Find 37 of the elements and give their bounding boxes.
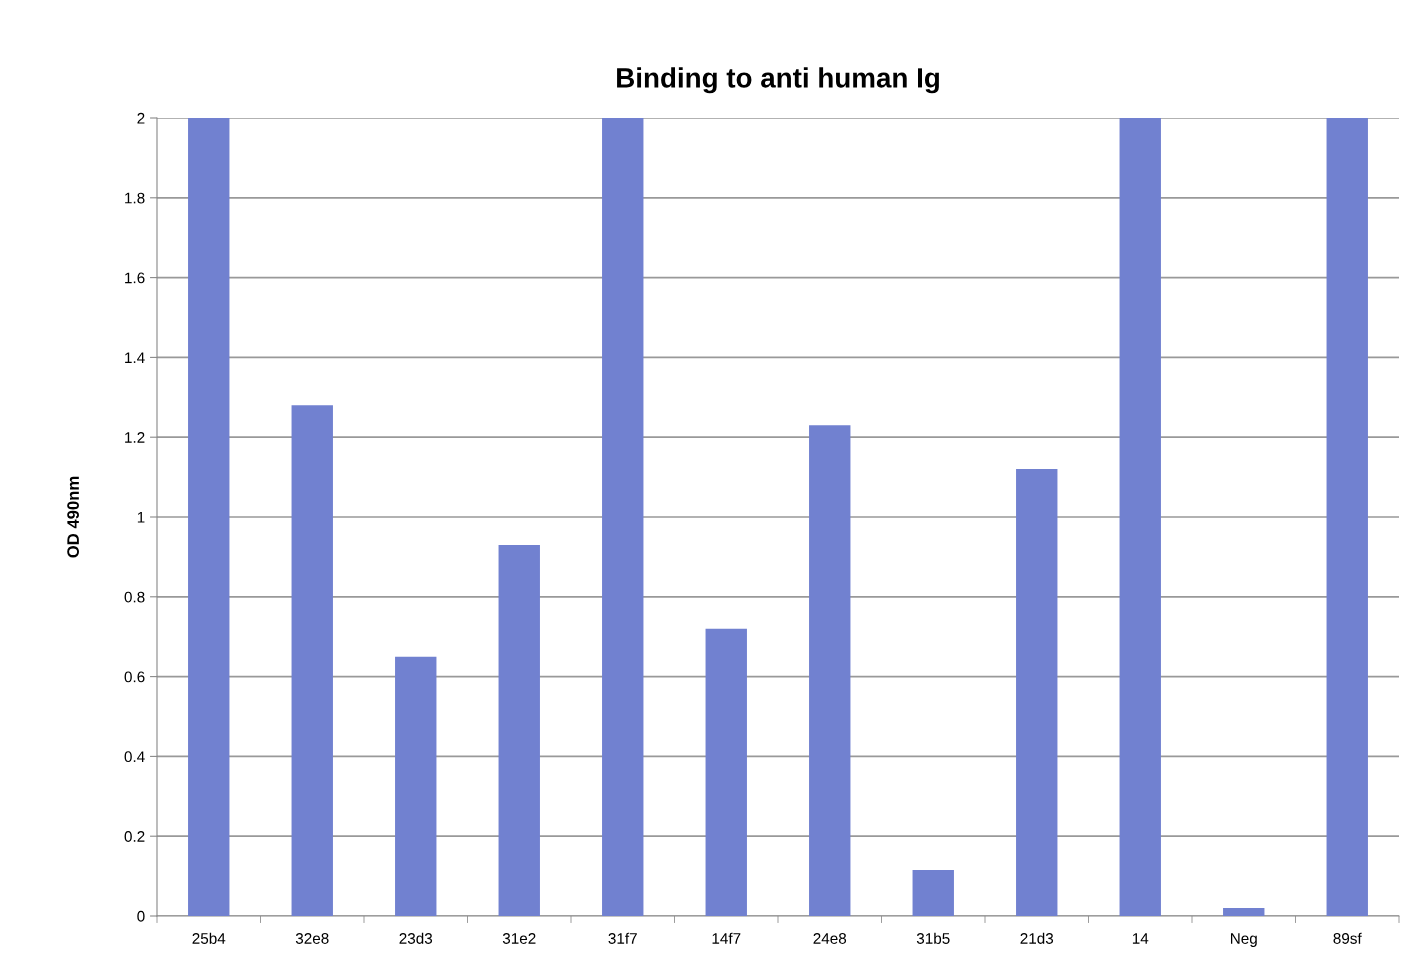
bar <box>1223 908 1265 916</box>
y-tick-label: 1.4 <box>125 352 145 363</box>
bar <box>1016 469 1058 916</box>
y-tick-label: 0.2 <box>124 831 145 842</box>
y-tick-label: 2 <box>137 112 145 124</box>
bar <box>291 405 333 916</box>
y-tick-label: 0.4 <box>124 751 145 763</box>
bar <box>395 656 437 916</box>
bar <box>1326 118 1368 916</box>
x-tick-label: 14f7 <box>712 932 741 944</box>
x-tick-label: Neg <box>1230 933 1257 947</box>
chart-title: Binding to anti human Ig <box>617 67 939 94</box>
y-tick-label: 0.6 <box>124 671 145 683</box>
y-tick-label: 0.8 <box>124 591 145 603</box>
bar <box>912 870 954 916</box>
x-tick-label: 25b4 <box>192 932 226 944</box>
y-tick-label: 1.6 <box>125 272 145 284</box>
bar <box>705 628 747 916</box>
x-tick-label: 14 <box>1132 933 1149 944</box>
bar <box>809 425 851 916</box>
bar <box>602 118 644 916</box>
x-tick-label: 32e8 <box>295 933 329 944</box>
x-tick-label: 31e2 <box>502 933 536 944</box>
x-tick-label: 31b5 <box>916 932 950 944</box>
bar <box>188 118 230 916</box>
y-tick-label: 1.8 <box>125 192 145 204</box>
x-tick-label: 21d3 <box>1020 932 1054 944</box>
y-tick-label: 1 <box>137 512 145 523</box>
x-tick-label: 23d3 <box>399 932 433 944</box>
x-tick-label: 89sf <box>1333 932 1362 944</box>
x-tick-label: 31f7 <box>608 932 637 944</box>
y-tick-label: 1.2 <box>125 432 145 443</box>
y-axis-title: OD 490nm <box>67 476 79 558</box>
bar <box>1119 118 1161 916</box>
x-tick-label: 24e8 <box>813 933 847 944</box>
bar <box>498 544 540 916</box>
y-tick-label: 0 <box>137 910 145 922</box>
